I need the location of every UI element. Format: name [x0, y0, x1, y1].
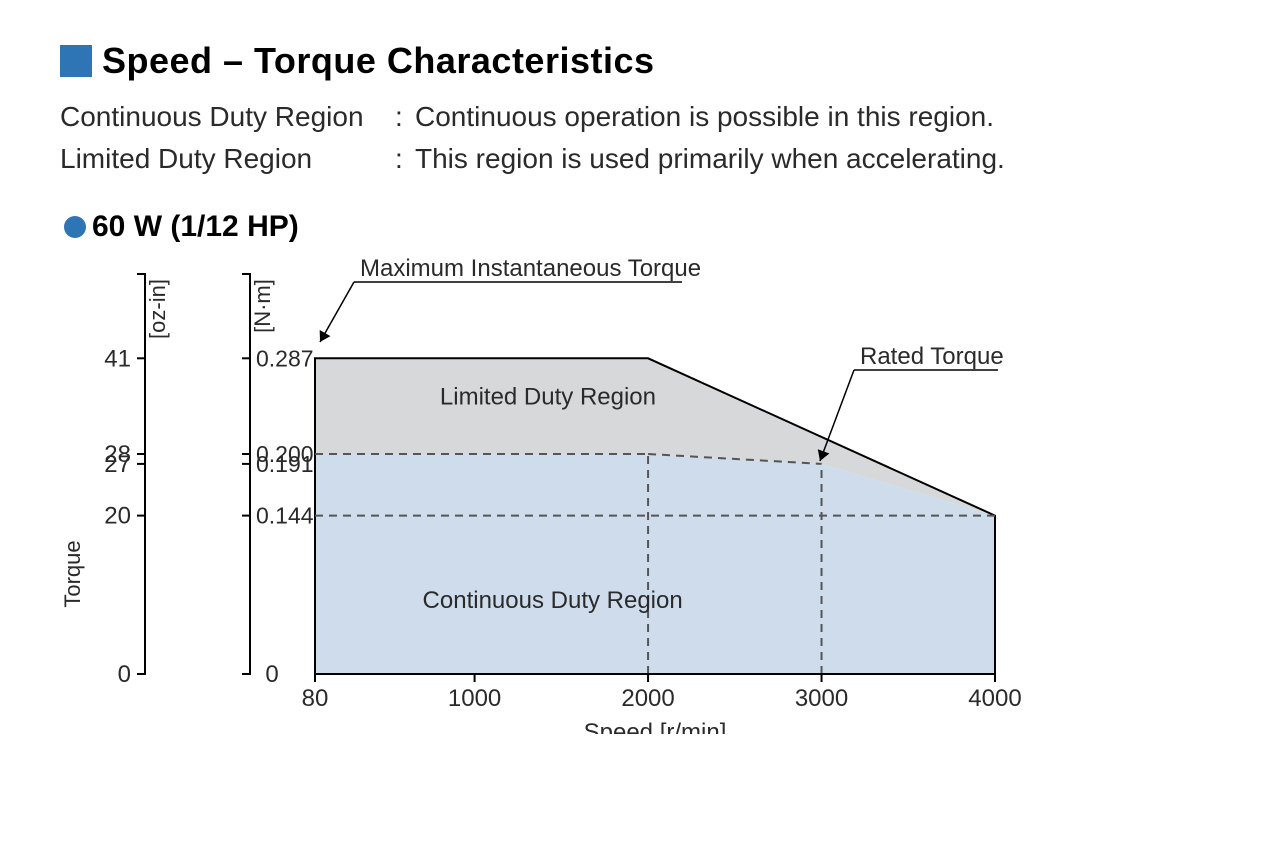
- nm-axis: [242, 274, 250, 674]
- nm-tick: 0.200: [256, 441, 314, 467]
- desc-text: Continuous operation is possible in this…: [415, 96, 994, 138]
- ozin-tick: 28: [104, 441, 131, 468]
- title-text: Speed – Torque Characteristics: [102, 40, 655, 82]
- section-title: Speed – Torque Characteristics: [60, 40, 1220, 82]
- description-block: Continuous Duty Region : Continuous oper…: [60, 96, 1220, 180]
- torque-label: Torque: [60, 540, 85, 607]
- x-tick: 1000: [448, 685, 501, 712]
- x-tick: 3000: [795, 685, 848, 712]
- nm-unit: [N·m]: [250, 279, 275, 333]
- description-row: Continuous Duty Region : Continuous oper…: [60, 96, 1220, 138]
- ozin-tick: 20: [104, 503, 131, 530]
- callout-label: Rated Torque: [860, 343, 1004, 370]
- x-tick: 2000: [621, 685, 674, 712]
- subtitle: 60 W (1/12 HP): [64, 210, 1220, 244]
- ozin-unit: [oz-in]: [145, 279, 170, 339]
- nm-tick: 0.287: [256, 345, 314, 371]
- continuous-label: Continuous Duty Region: [423, 587, 683, 614]
- ozin-tick: 0: [118, 661, 131, 688]
- x-tick: 4000: [968, 685, 1021, 712]
- x-tick: 80: [302, 685, 329, 712]
- nm-tick: 0: [265, 661, 278, 688]
- desc-term: Limited Duty Region: [60, 138, 395, 180]
- desc-colon: :: [395, 96, 415, 138]
- desc-text: This region is used primarily when accel…: [415, 138, 1005, 180]
- title-square-icon: [60, 45, 92, 77]
- desc-colon: :: [395, 138, 415, 180]
- continuous-region: [315, 454, 995, 674]
- chart-svg: Limited Duty Region Continuous Duty Regio…: [60, 254, 1040, 734]
- callout-label: Maximum Instantaneous Torque: [360, 255, 701, 282]
- limited-label: Limited Duty Region: [440, 384, 656, 411]
- x-label: Speed [r/min]: [584, 719, 727, 734]
- bullet-icon: [64, 216, 86, 238]
- speed-torque-chart: Limited Duty Region Continuous Duty Regio…: [60, 254, 1040, 734]
- nm-tick: 0.144: [256, 503, 314, 529]
- ozin-tick: 41: [104, 345, 131, 372]
- desc-term: Continuous Duty Region: [60, 96, 395, 138]
- subtitle-text: 60 W (1/12 HP): [92, 210, 299, 244]
- description-row: Limited Duty Region : This region is use…: [60, 138, 1220, 180]
- ozin-axis: [137, 274, 145, 674]
- callout-arrow: [320, 282, 354, 342]
